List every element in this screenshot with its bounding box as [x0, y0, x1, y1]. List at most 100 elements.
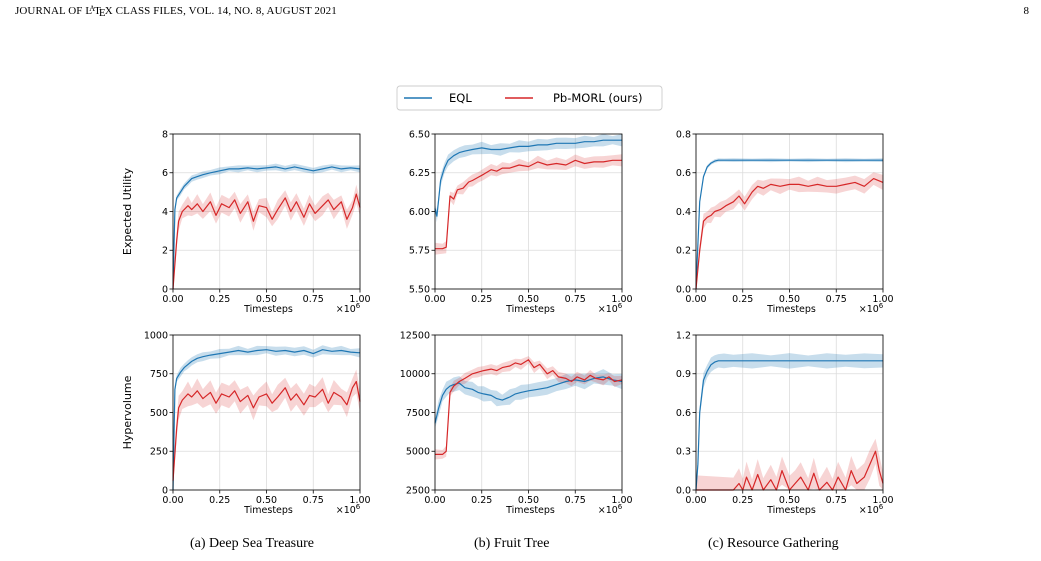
chart-dst-eu: 0.00 0.25 0.50 0.75 1.00 0 2 4 6 8 Timesteps ×106 Ex… [121, 129, 371, 315]
y-tick-label-dst-eu: 8 [162, 129, 168, 140]
x-multiplier-exp-dst-hv: 6 [356, 503, 361, 511]
journal-suffix: CLASS FILES, VOL. 14, NO. 8, AUGUST 2021 [112, 5, 337, 17]
x-multiplier-ft-hv: ×106 [598, 503, 623, 516]
y-tick-label-ft-eu: 6.00 [409, 207, 430, 218]
y-tick-label-rg-eu: 0.8 [676, 129, 691, 140]
y-tick-label-rg-eu: 0.6 [676, 168, 691, 179]
x-tick-label-ft-hv: 0.00 [424, 495, 445, 506]
caption-b: (b) Fruit Tree [474, 536, 550, 551]
x-multiplier-exp-ft-eu: 6 [618, 302, 623, 310]
x-tick-label-dst-hv: 0.25 [209, 495, 230, 506]
band-ft-hv-s1 [435, 356, 622, 460]
x-tick-label-rg-eu: 0.75 [826, 294, 847, 305]
x-multiplier-ft-eu: ×106 [598, 302, 623, 315]
y-tick-label-rg-eu: 0.0 [676, 284, 691, 295]
series-line-dst-hv-s0 [172, 349, 361, 491]
plot-frame-dst-eu [172, 133, 361, 290]
x-tick-label-ft-hv: 0.25 [471, 495, 492, 506]
series-line-ft-eu-s1 [435, 159, 622, 250]
y-tick-label-ft-hv: 5000 [406, 447, 430, 458]
series-line-dst-eu-s0 [172, 166, 361, 290]
page-number: 8 [1023, 5, 1030, 17]
series-line-dst-eu-s1 [172, 193, 361, 290]
legend: EQL Pb-MORL (ours) [396, 85, 663, 111]
series-line-ft-hv-s1 [435, 359, 623, 455]
x-tick-label-rg-eu: 0.25 [732, 294, 753, 305]
x-axis-label-dst-eu: Timesteps [243, 304, 293, 315]
x-axis-label-ft-eu: Timesteps [505, 304, 555, 315]
y-tick-label-rg-eu: 0.2 [676, 246, 691, 257]
band-rg-hv-s0 [696, 353, 883, 490]
plot-frame-rg-eu [695, 133, 884, 290]
chart-rg-eu: 0.00 0.25 0.50 0.75 1.00 0.0 0.2 0.4 0.6 0.8 Times… [676, 129, 894, 315]
y-axis-label-dst-eu: Expected Utility [121, 167, 134, 255]
y-tick-label-rg-hv: 0.9 [676, 369, 691, 380]
series-line-ft-hv-s0 [434, 376, 623, 424]
y-tick-label-dst-hv: 500 [150, 408, 168, 419]
band-rg-hv-s1 [696, 438, 883, 490]
x-tick-label-rg-eu: 0.00 [685, 294, 706, 305]
y-tick-label-rg-hv: 0.3 [676, 447, 691, 458]
series-line-ft-eu-s0 [434, 139, 622, 217]
x-tick-label-dst-hv: 1.00 [349, 495, 370, 506]
series-line-dst-hv-s1 [172, 380, 361, 481]
x-multiplier-exp-rg-hv: 6 [879, 503, 884, 511]
band-ft-hv-s0 [435, 369, 622, 429]
y-tick-label-dst-hv: 1000 [144, 330, 168, 341]
x-tick-label-ft-eu: 0.00 [424, 294, 445, 305]
band-ft-eu-s1 [435, 154, 622, 255]
x-tick-label-rg-hv: 0.25 [732, 495, 753, 506]
band-dst-hv-s0 [173, 345, 360, 490]
y-tick-label-ft-hv: 12500 [400, 330, 430, 341]
x-tick-label-dst-eu: 0.25 [209, 294, 230, 305]
band-dst-hv-s1 [173, 369, 360, 490]
y-tick-label-ft-eu: 5.75 [409, 246, 430, 257]
y-tick-label-rg-hv: 1.2 [676, 330, 691, 341]
x-multiplier-rg-hv: ×106 [859, 503, 884, 516]
caption-c: (c) Resource Gathering [708, 536, 839, 551]
chart-dst-hv: 0.00 0.25 0.50 0.75 1.00 0 250 500 750 1000 Timest… [121, 330, 371, 516]
y-tick-label-dst-hv: 0 [162, 485, 168, 496]
latex-logo: LATEX [85, 4, 112, 19]
y-tick-label-ft-eu: 5.50 [409, 284, 430, 295]
latex-t: T [94, 5, 101, 17]
y-tick-label-ft-eu: 6.25 [409, 168, 430, 179]
x-axis-label-dst-hv: Timesteps [243, 505, 293, 516]
x-tick-label-rg-hv: 0.75 [826, 495, 847, 506]
plot-frame-ft-hv [434, 334, 623, 491]
journal-prefix: JOURNAL OF [15, 5, 86, 17]
series-line-rg-eu-s0 [695, 159, 883, 290]
y-tick-label-rg-hv: 0.6 [676, 408, 691, 419]
band-dst-eu-s0 [173, 163, 360, 289]
caption-a: (a) Deep Sea Treasure [190, 536, 315, 551]
x-multiplier-exp-dst-eu: 6 [356, 302, 361, 310]
x-tick-label-dst-hv: 0.50 [256, 495, 277, 506]
y-tick-label-ft-hv: 7500 [406, 408, 430, 419]
legend-label-s1: Pb-MORL (ours) [553, 91, 642, 105]
x-axis-label-ft-hv: Timesteps [505, 505, 555, 516]
x-tick-label-ft-eu: 0.50 [518, 294, 539, 305]
x-axis-label-rg-eu: Timesteps [766, 304, 816, 315]
latex-l: L [85, 5, 93, 17]
plot-frame-rg-hv [695, 334, 884, 491]
y-tick-label-dst-eu: 4 [162, 207, 168, 218]
x-tick-label-rg-hv: 0.50 [779, 495, 800, 506]
journal-header: JOURNAL OF LATEX CLASS FILES, VOL. 14, N… [15, 4, 337, 19]
x-tick-label-ft-eu: 0.75 [565, 294, 586, 305]
x-tick-label-rg-eu: 0.50 [779, 294, 800, 305]
x-multiplier-dst-eu: ×106 [336, 302, 361, 315]
y-tick-label-dst-hv: 750 [150, 369, 168, 380]
series-line-rg-hv-s1 [696, 450, 884, 491]
y-tick-label-rg-hv: 0.0 [676, 485, 691, 496]
x-tick-label-dst-eu: 0.75 [303, 294, 324, 305]
x-multiplier-exp-rg-eu: 6 [879, 302, 884, 310]
plot-frame-dst-hv [172, 334, 361, 491]
series-line-rg-hv-s0 [695, 360, 883, 491]
x-tick-label-ft-eu: 1.00 [611, 294, 632, 305]
x-tick-label-dst-hv: 0.75 [303, 495, 324, 506]
chart-ft-eu: 0.00 0.25 0.50 0.75 1.00 5.50 5.75 6.00 6.25 6.50… [409, 129, 633, 315]
latex-a: A [89, 4, 96, 13]
y-tick-label-ft-hv: 2500 [406, 485, 430, 496]
y-tick-label-dst-eu: 0 [162, 284, 168, 295]
